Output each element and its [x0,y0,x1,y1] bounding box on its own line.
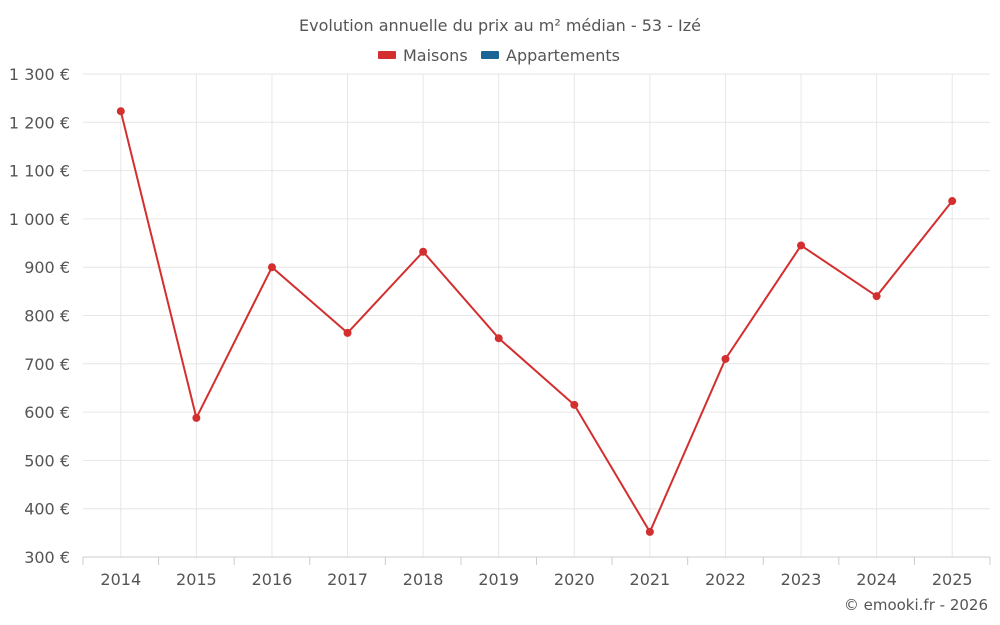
data-point[interactable] [267,263,276,272]
credit-text: © emooki.fr - 2026 [844,596,988,614]
y-tick-label: 1 000 € [9,210,70,229]
legend-swatch-appartements [481,51,499,59]
data-point[interactable] [494,334,503,343]
x-tick-label: 2015 [176,570,217,589]
y-tick-label: 300 € [24,548,70,567]
y-tick-label: 400 € [24,500,70,519]
legend-label-appartements: Appartements [506,46,620,65]
x-tick-label: 2025 [932,570,973,589]
data-point[interactable] [116,107,125,116]
series-line-maisons [119,110,953,535]
x-tick-label: 2018 [403,570,444,589]
y-tick-label: 1 200 € [9,113,70,132]
y-tick-label: 700 € [24,355,70,374]
data-point[interactable] [948,197,957,206]
y-tick-label: 500 € [24,451,70,470]
x-tick-label: 2021 [630,570,671,589]
x-tick-label: 2019 [478,570,519,589]
data-point[interactable] [419,247,428,256]
series [116,107,957,536]
chart-title: Evolution annuelle du prix au m² médian … [299,16,701,35]
data-point[interactable] [343,328,352,337]
legend-label-maisons: Maisons [403,46,468,65]
data-point[interactable] [570,400,579,409]
y-tick-label: 600 € [24,403,70,422]
legend-item-maisons[interactable]: Maisons [378,46,468,65]
x-tick-label: 2022 [705,570,746,589]
data-point[interactable] [721,354,730,363]
x-tick-label: 2020 [554,570,595,589]
data-point[interactable] [797,241,806,250]
legend: Maisons Appartements [378,46,620,65]
data-point[interactable] [192,413,201,422]
x-tick-label: 2024 [856,570,897,589]
y-tick-label: 1 100 € [9,162,70,181]
x-tick-label: 2023 [781,570,822,589]
y-tick-label: 800 € [24,307,70,326]
data-point[interactable] [872,292,881,301]
legend-item-appartements[interactable]: Appartements [481,46,620,65]
x-tick-label: 2017 [327,570,368,589]
y-tick-label: 900 € [24,258,70,277]
axes: 300 € 400 € 500 € 600 € 700 € 800 € 900 € 1 000… [9,65,991,589]
x-tick-label: 2016 [252,570,293,589]
x-tick-label: 2014 [100,570,141,589]
data-point[interactable] [645,527,654,536]
legend-swatch-maisons [378,51,396,59]
grid [83,73,990,557]
y-tick-label: 1 300 € [9,65,70,84]
